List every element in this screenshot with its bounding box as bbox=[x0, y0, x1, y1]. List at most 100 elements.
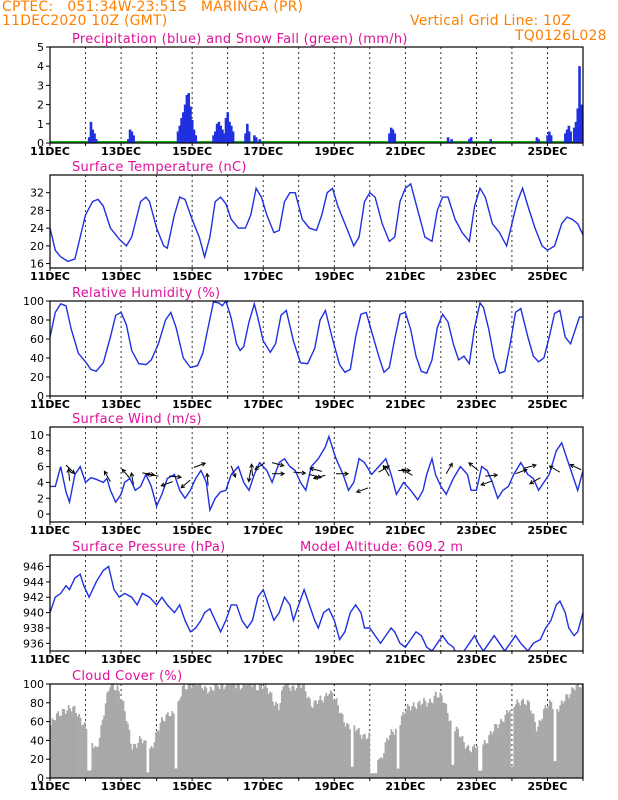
cloud-bar bbox=[224, 686, 227, 778]
cloud-bar bbox=[183, 684, 186, 778]
cloud-bar bbox=[297, 684, 300, 778]
cloud-bar bbox=[171, 711, 174, 778]
cloud-bar bbox=[565, 694, 568, 778]
cloud-bar bbox=[392, 731, 394, 778]
cloud-bar bbox=[70, 711, 73, 778]
cloud-bar bbox=[159, 722, 162, 778]
panel-frame bbox=[49, 426, 584, 523]
cloud-bar bbox=[562, 703, 565, 778]
cloud-bar bbox=[199, 684, 202, 778]
plot-area bbox=[50, 301, 583, 375]
cloud-bar bbox=[491, 733, 493, 778]
x-tick-label: 19DEC bbox=[314, 780, 354, 793]
cloud-bar bbox=[363, 733, 366, 778]
cloud-bar bbox=[140, 738, 143, 778]
cloud-bar bbox=[112, 684, 114, 778]
cloud-bar bbox=[109, 687, 112, 778]
cloud-bar bbox=[272, 701, 274, 778]
cloud-bar bbox=[362, 734, 365, 778]
cloud-bar bbox=[255, 689, 258, 778]
x-tick-label: 11DEC bbox=[30, 145, 70, 158]
cloud-bar bbox=[203, 685, 206, 778]
x-tick-label: 19DEC bbox=[314, 270, 354, 283]
cloud-bar bbox=[295, 688, 298, 778]
cloud-bar bbox=[331, 692, 334, 778]
cloud-bar bbox=[403, 714, 406, 778]
cloud-bar bbox=[264, 684, 267, 778]
wind-arrow bbox=[529, 477, 541, 485]
precip-bar bbox=[576, 108, 580, 143]
cloud-bar bbox=[451, 764, 454, 778]
x-tick-label: 25DEC bbox=[527, 780, 567, 793]
model-altitude-label: Model Altitude: 609.2 m bbox=[300, 540, 463, 555]
cloud-bar bbox=[104, 703, 107, 778]
cloud-bar bbox=[386, 738, 388, 778]
cloud-bar bbox=[464, 748, 467, 778]
cloud-bar bbox=[300, 688, 302, 778]
cloud-bar bbox=[319, 695, 322, 778]
cloud-bar bbox=[258, 684, 261, 778]
cloud-bar bbox=[249, 684, 252, 778]
cloud-bar bbox=[158, 730, 160, 778]
cloud-bar bbox=[431, 703, 434, 778]
cloud-bar bbox=[365, 739, 368, 778]
cloud-bar bbox=[455, 726, 458, 778]
cloud-bar bbox=[286, 684, 289, 778]
cloud-bar bbox=[374, 773, 377, 778]
cloud-bar bbox=[51, 718, 54, 778]
cloud-bar bbox=[463, 742, 465, 778]
x-tick-label: 21DEC bbox=[385, 524, 425, 537]
precip-bar bbox=[226, 112, 230, 143]
panel-title: Cloud Cover (%) bbox=[72, 669, 182, 684]
cloud-bar bbox=[424, 701, 427, 778]
cloud-bar bbox=[61, 708, 64, 778]
precip-bar bbox=[132, 135, 135, 143]
x-tick-label: 13DEC bbox=[101, 524, 141, 537]
cloud-bar bbox=[54, 720, 57, 778]
cloud-bar bbox=[212, 690, 215, 778]
x-tick-label: 13DEC bbox=[101, 270, 141, 283]
cloud-bar bbox=[400, 715, 403, 778]
cloud-bar bbox=[420, 705, 422, 778]
cloud-bar bbox=[426, 706, 428, 778]
cloud-bar bbox=[184, 689, 187, 778]
cloud-bar bbox=[578, 686, 581, 778]
y-tick-label: 6 bbox=[37, 461, 44, 474]
cloud-bar bbox=[569, 693, 572, 778]
cloud-bar bbox=[195, 684, 197, 778]
panel-wind: 0 2 4 6 8 10 11DEC 13DEC 15DEC 17DEC 19DEC 21DEC 23D… bbox=[30, 412, 584, 537]
cloud-bar bbox=[566, 694, 569, 778]
y-tick-label: 1 bbox=[37, 118, 44, 131]
cloud-bar bbox=[166, 712, 169, 778]
y-tick-label: 100 bbox=[23, 295, 44, 308]
cloud-bar bbox=[201, 687, 203, 778]
cloud-bar bbox=[513, 706, 516, 778]
cloud-bar bbox=[511, 766, 514, 778]
cloud-bar bbox=[498, 724, 501, 778]
wind-arrow bbox=[65, 464, 76, 475]
wind-arrow bbox=[548, 465, 561, 473]
cloud-bar bbox=[85, 729, 88, 778]
cloud-bar bbox=[399, 724, 402, 778]
cloud-bar bbox=[508, 710, 511, 778]
x-tick-label: 11DEC bbox=[30, 780, 70, 793]
cloud-bar bbox=[458, 736, 461, 778]
cloud-bar bbox=[198, 684, 200, 778]
cloud-bar bbox=[452, 764, 455, 778]
cloud-bar bbox=[473, 744, 476, 778]
cloud-bar bbox=[121, 700, 123, 778]
precip-bar bbox=[176, 131, 180, 143]
cloud-bar bbox=[393, 734, 396, 778]
wind-arrow bbox=[160, 481, 173, 487]
temp-series-line bbox=[50, 182, 583, 263]
precip-bar bbox=[128, 129, 132, 143]
x-tick-label: 11DEC bbox=[30, 270, 70, 283]
x-tick-label: 13DEC bbox=[101, 780, 141, 793]
x-tick-label: 19DEC bbox=[314, 653, 354, 666]
cloud-bar bbox=[309, 698, 311, 778]
cloud-bar bbox=[352, 766, 354, 778]
x-tick-label: 15DEC bbox=[172, 270, 212, 283]
cloud-bar bbox=[335, 698, 338, 778]
precip-bar bbox=[185, 95, 189, 143]
cloud-bar bbox=[177, 701, 180, 778]
